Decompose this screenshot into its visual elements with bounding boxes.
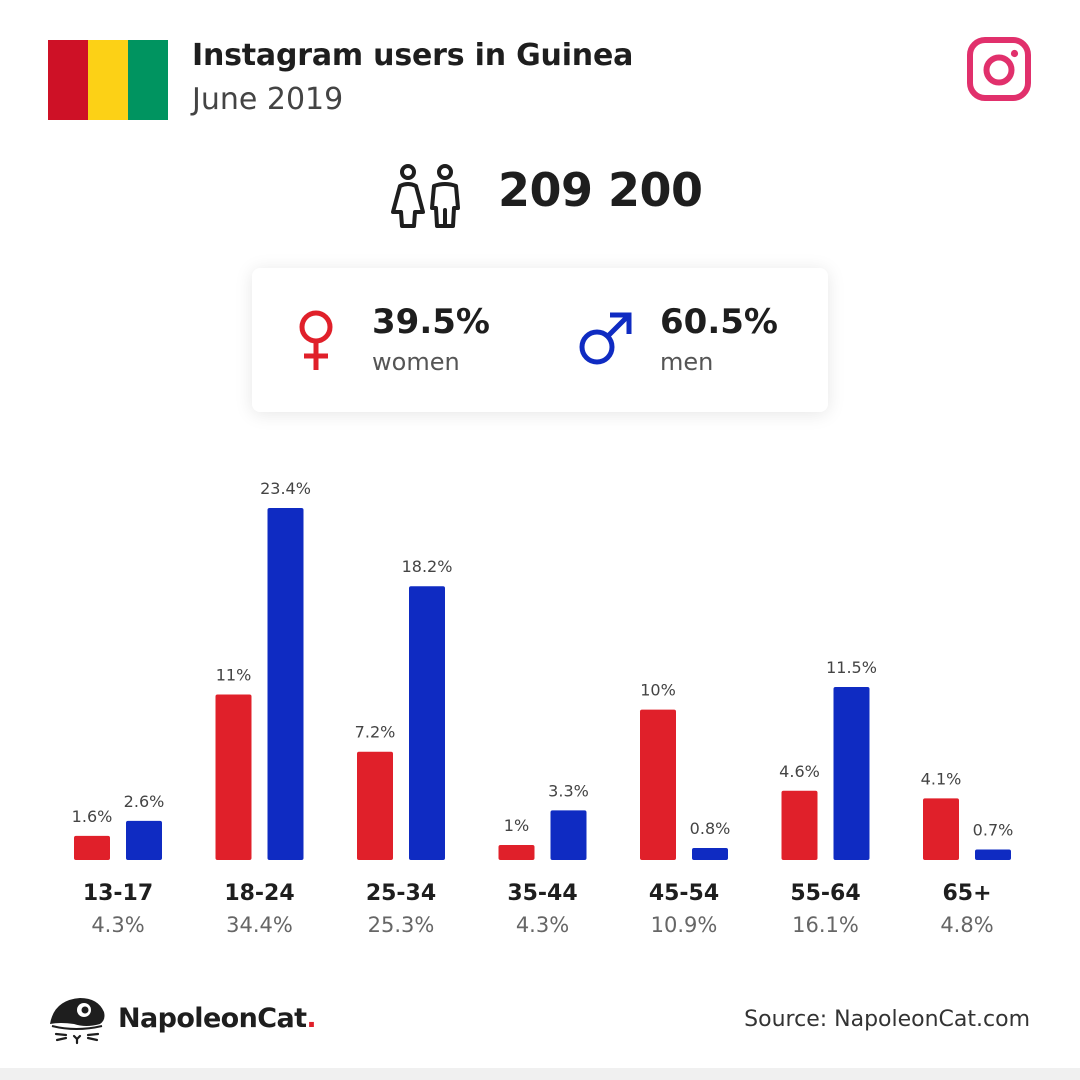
bar-45-54-women (640, 709, 676, 860)
age-group-label: 13-17 (83, 881, 153, 906)
bar-25-34-women (357, 751, 393, 860)
bar-65+-women (923, 798, 959, 860)
gender-split-card: 39.5% women 60.5% men (252, 268, 828, 412)
bar-value-label: 11.5% (826, 658, 877, 677)
brand-name: NapoleonCat. (118, 1003, 317, 1034)
bar-55-64-men (833, 687, 870, 860)
bar-35-44-men (550, 810, 587, 860)
bar-25-34-men (409, 586, 445, 860)
age-group-label: 18-24 (224, 881, 294, 906)
brand-name-text: NapoleonCat (118, 1003, 307, 1034)
bar-value-label: 3.3% (548, 781, 589, 800)
flag-stripe-green (128, 40, 168, 120)
bar-value-label: 1% (504, 816, 529, 835)
age-group-label: 25-34 (366, 881, 436, 906)
bar-13-17-women (74, 835, 110, 860)
people-icon (391, 164, 460, 228)
age-group-total: 25.3% (368, 913, 435, 937)
napoleoncat-logo-icon (50, 998, 105, 1045)
age-group-label: 35-44 (507, 881, 577, 906)
female-symbol-icon (299, 310, 333, 370)
age-group-label: 65+ (942, 881, 991, 906)
age-gender-bar-chart: 1.6% 2.6% 13-17 4.3% 11% 23.4% 18-24 34.4% 7.2% 1… (72, 479, 1014, 937)
age-group-label: 55-64 (790, 881, 860, 906)
page-title: Instagram users in Guinea (192, 38, 634, 73)
women-percent: 39.5% (372, 302, 490, 342)
bar-value-label: 10% (640, 681, 676, 700)
bar-65+-men (975, 849, 1011, 860)
bar-value-label: 1.6% (72, 807, 113, 826)
bar-value-label: 0.8% (690, 819, 731, 838)
bar-35-44-women (498, 844, 535, 860)
age-group-total: 10.9% (651, 913, 718, 937)
bar-18-24-women (215, 694, 252, 860)
total-users-value: 209 200 (498, 163, 703, 217)
bar-value-label: 7.2% (355, 723, 396, 742)
bar-55-64-women (781, 790, 818, 860)
age-group-total: 4.3% (91, 913, 144, 937)
bar-value-label: 23.4% (260, 479, 311, 498)
male-symbol-icon (579, 312, 632, 365)
source-credit: Source: NapoleonCat.com (744, 1007, 1030, 1032)
age-group-label: 45-54 (649, 881, 719, 906)
flag-stripe-red (48, 40, 88, 120)
bar-45-54-men (692, 847, 728, 860)
bar-value-label: 4.6% (779, 762, 820, 781)
bottom-strip (0, 1068, 1080, 1080)
bar-value-label: 0.7% (973, 820, 1014, 839)
flag-stripe-yellow (88, 40, 128, 120)
guinea-flag (48, 40, 168, 120)
age-group-total: 16.1% (792, 913, 859, 937)
age-group-total: 4.8% (940, 913, 993, 937)
brand-dot: . (306, 1003, 317, 1034)
bar-value-label: 18.2% (402, 557, 453, 576)
bar-18-24-men (267, 508, 304, 860)
age-group-total: 34.4% (226, 913, 293, 937)
men-label: men (660, 348, 714, 376)
women-label: women (372, 348, 460, 376)
instagram-icon (967, 37, 1031, 101)
bar-value-label: 11% (216, 666, 252, 685)
men-percent: 60.5% (660, 302, 778, 342)
bar-13-17-men (126, 820, 162, 860)
page-subtitle: June 2019 (192, 82, 344, 117)
age-group-total: 4.3% (516, 913, 569, 937)
bar-value-label: 2.6% (124, 792, 165, 811)
bar-value-label: 4.1% (921, 769, 962, 788)
